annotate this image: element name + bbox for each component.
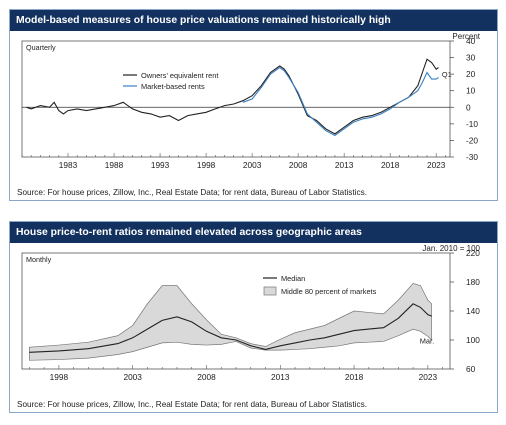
chart-source: Source: For house prices, Zillow, Inc., …	[17, 188, 367, 197]
frequency-label: Monthly	[26, 255, 52, 264]
y-tick-label: 220	[466, 248, 480, 258]
plot-frame	[21, 40, 451, 158]
legend-label-0: Owners' equivalent rent	[141, 71, 218, 80]
chart-plot-valuations: -30 -20 -10 0 10 20 30 40 1983 1988 1993 1998 2003 20…	[21, 32, 481, 170]
x-tick-label: 2008	[197, 372, 216, 382]
x-tick-label: 1998	[50, 372, 69, 382]
end-label: Q1	[442, 70, 452, 79]
y-tick-label: 60	[466, 364, 476, 374]
x-tick-label: 1983	[59, 160, 78, 170]
series-line-1	[242, 66, 439, 137]
x-tick-label: 2018	[381, 160, 400, 170]
y-tick-label: 100	[466, 335, 480, 345]
chart-title: Model-based measures of house price valu…	[10, 10, 497, 31]
y-tick-label: -20	[466, 135, 478, 145]
y-tick-label: 10	[466, 86, 476, 96]
x-tick-label: 2013	[335, 160, 354, 170]
y-tick-label: 30	[466, 53, 476, 63]
unit-label: Jan. 2010 = 100	[422, 244, 480, 253]
chart-title: House price-to-rent ratios remained elev…	[10, 222, 497, 243]
y-tick-label: -10	[466, 119, 478, 129]
legend-label-band: Middle 80 percent of markets	[281, 287, 377, 296]
y-tick-label: 180	[466, 277, 480, 287]
frequency-label: Quarterly	[26, 43, 56, 52]
end-label: Mar.	[420, 337, 434, 346]
x-tick-label: 1993	[151, 160, 170, 170]
series-line-0	[26, 58, 439, 135]
x-tick-label: 2023	[419, 372, 438, 382]
x-tick-label: 2003	[123, 372, 142, 382]
chart-plot-price-to-rent: 60 100 140 180 220 1998 2003 2008 2013 2018 2023 Mo…	[21, 244, 481, 382]
unit-label: Percent	[452, 32, 480, 41]
legend-swatch-band	[263, 286, 277, 296]
y-tick-label: 20	[466, 69, 476, 79]
chart-panel-valuations: Model-based measures of house price valu…	[9, 9, 498, 201]
y-tick-label: 140	[466, 306, 480, 316]
x-tick-label: 2023	[427, 160, 446, 170]
chart-panel-price-to-rent: House price-to-rent ratios remained elev…	[9, 221, 498, 413]
x-tick-label: 1998	[197, 160, 216, 170]
y-tick-label: 40	[466, 36, 476, 46]
middle-80-band	[29, 283, 432, 361]
x-tick-label: 2008	[289, 160, 308, 170]
x-tick-label: 1988	[105, 160, 124, 170]
x-tick-label: 2003	[243, 160, 262, 170]
x-tick-label: 2013	[271, 372, 290, 382]
chart-source: Source: For house prices, Zillow, Inc., …	[17, 400, 367, 409]
x-tick-label: 2018	[345, 372, 364, 382]
y-tick-label: 0	[466, 102, 471, 112]
y-tick-label: -30	[466, 152, 478, 162]
series-line-0	[29, 303, 432, 353]
legend-label-1: Market-based rents	[141, 82, 205, 91]
legend-label-median: Median	[281, 274, 305, 283]
